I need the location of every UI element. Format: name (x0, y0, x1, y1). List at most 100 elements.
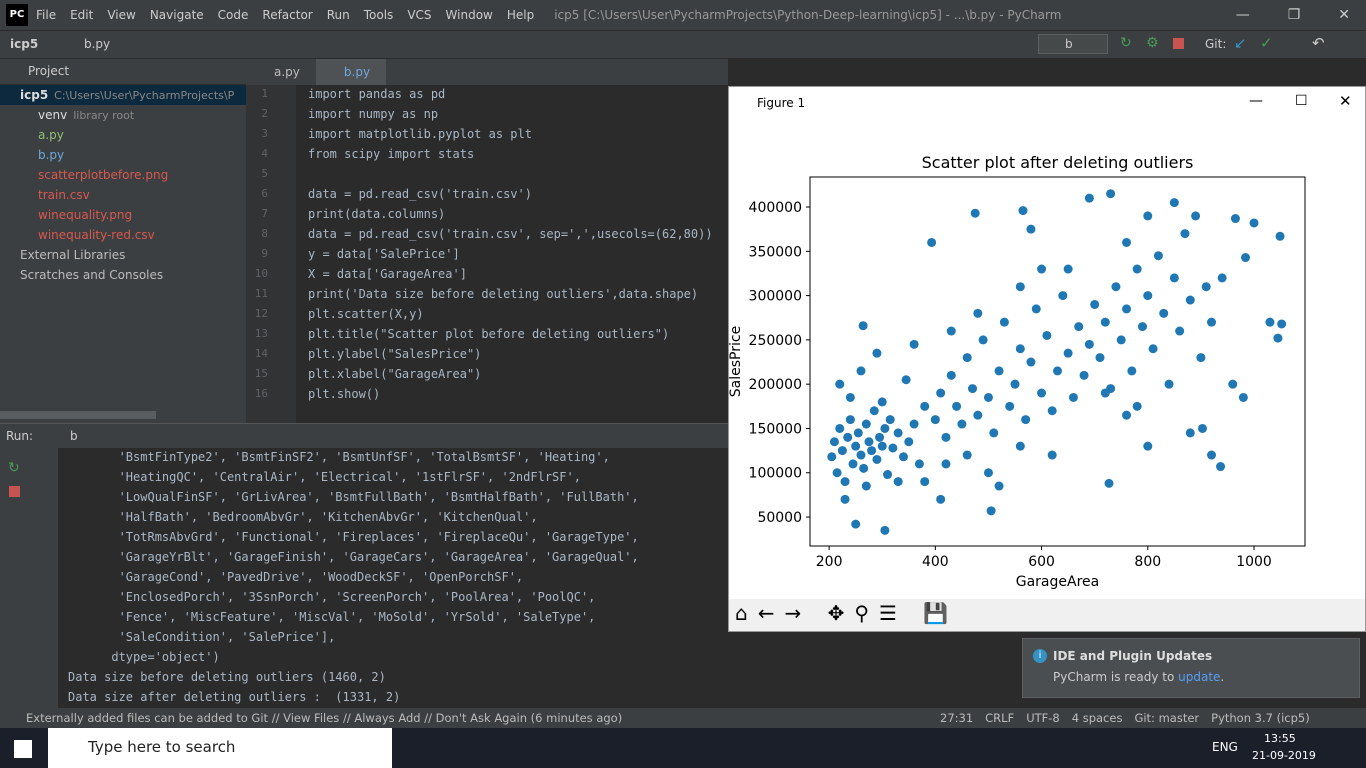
app-icon[interactable]: PC (6, 4, 28, 26)
scatter-point (1074, 322, 1084, 332)
line-number: 1 (261, 87, 268, 100)
language[interactable]: ENG (1212, 740, 1238, 754)
scatter-point (914, 459, 924, 469)
minimize[interactable]: — (1249, 93, 1263, 109)
start-button[interactable] (14, 740, 32, 758)
figure-window: Figure 1 — ☐ ✕ Scatter plot after deleti… (728, 86, 1366, 632)
scatter-point (885, 415, 895, 425)
menu-item[interactable]: Window (445, 8, 493, 22)
status-item[interactable]: CRLF (985, 711, 1015, 725)
scatter-point (1148, 344, 1158, 354)
menu-item[interactable]: Help (506, 8, 535, 22)
scatter-point (973, 308, 983, 318)
scatter-point (1063, 348, 1073, 358)
status-item[interactable]: Python 3.7 (icp5) (1211, 711, 1310, 725)
run-button[interactable]: ↻ (1120, 35, 1132, 51)
menu-item[interactable]: Run (326, 8, 350, 22)
maximize[interactable]: ❐ (1287, 7, 1301, 23)
stop-button[interactable] (9, 486, 20, 497)
menu-item[interactable]: View (107, 8, 136, 22)
git-revert[interactable]: ↶ (1312, 34, 1325, 52)
tree-row[interactable]: venv library root (0, 105, 246, 125)
close[interactable]: ✕ (1339, 92, 1352, 110)
status-item[interactable]: Git: master (1134, 711, 1200, 725)
tree-label[interactable]: External Libraries (20, 248, 126, 262)
tree-row[interactable]: winequality.png (0, 205, 246, 225)
tree-row[interactable]: External Libraries (0, 245, 246, 265)
line-number: 2 (261, 107, 268, 120)
scatter-point (1143, 211, 1153, 221)
menu-item[interactable]: Refactor (262, 8, 313, 22)
menu-item[interactable]: Navigate (149, 8, 204, 22)
close[interactable]: ✕ (1338, 7, 1350, 23)
scatter-point (941, 459, 951, 469)
editor-tab[interactable]: a.py (274, 65, 300, 79)
tree-label[interactable]: winequality.png (38, 208, 133, 222)
menu-item[interactable]: Code (217, 8, 249, 22)
panel-title[interactable]: Project (0, 59, 246, 85)
notification-link[interactable]: update (1178, 670, 1221, 684)
line-number: 15 (254, 367, 268, 380)
menu-item[interactable]: Tools (363, 8, 394, 22)
scatter-point (1137, 322, 1147, 332)
breadcrumb-file[interactable]: b.py (84, 37, 111, 51)
git-commit[interactable]: ✓ (1260, 34, 1273, 52)
tree-row[interactable]: train.csv (0, 185, 246, 205)
scatter-point (851, 519, 861, 529)
scatter-point (994, 366, 1004, 376)
tree-label[interactable]: icp5 (20, 88, 49, 102)
console-line: 'BsmtFinType2', 'BsmtFinSF2', 'BsmtUnfSF… (68, 450, 610, 464)
tree-label[interactable]: winequality-red.csv (38, 228, 155, 242)
scatter-point (1185, 428, 1195, 438)
x-tick-label: 800 (1134, 554, 1161, 570)
debug-button[interactable]: ⚙ (1146, 35, 1159, 51)
clock-date[interactable]: 21-09-2019 (1252, 749, 1316, 762)
scatter-point (1047, 406, 1057, 416)
run-config[interactable]: b (1038, 34, 1108, 54)
tree-row[interactable]: b.py (0, 145, 246, 165)
menu-item[interactable]: VCS (407, 8, 432, 22)
code-line: data = pd.read_csv('train.csv', sep=',',… (308, 227, 713, 241)
status-item[interactable]: 27:31 (940, 711, 974, 725)
tree-row[interactable]: icp5 C:\Users\User\PycharmProjects\P (0, 85, 246, 105)
scatter-point (837, 446, 847, 456)
scatter-point (1122, 304, 1132, 314)
tree-label[interactable]: a.py (38, 128, 64, 142)
figure-toolbar: ⌂←→ ✥⚲☰ 💾 (729, 599, 1365, 631)
tree-label[interactable]: Scratches and Consoles (20, 268, 164, 282)
tree-row[interactable]: a.py (0, 125, 246, 145)
tree-label[interactable]: venv (38, 108, 68, 122)
scatter-point (1090, 299, 1100, 309)
scatter-point (941, 432, 951, 442)
scatter-point (1228, 379, 1238, 389)
plot-frame (809, 176, 1306, 547)
tree-label[interactable]: scatterplotbefore.png (38, 168, 169, 182)
stop-button[interactable] (1173, 38, 1184, 49)
status-item[interactable]: 4 spaces (1071, 711, 1123, 725)
git-update[interactable]: ↙ (1234, 34, 1247, 52)
editor-tab[interactable]: b.py (315, 59, 387, 85)
tree-row[interactable]: Scratches and Consoles (0, 265, 246, 285)
tree-row[interactable]: scatterplotbefore.png (0, 165, 246, 185)
tree-label[interactable]: train.csv (38, 188, 90, 202)
run-tab[interactable]: b (70, 429, 78, 443)
maximize[interactable]: ☐ (1295, 93, 1308, 109)
scatter-point (909, 339, 919, 349)
breadcrumb-project[interactable]: icp5 (10, 37, 39, 51)
clock-time[interactable]: 13:55 (1264, 732, 1296, 745)
code-line: X = data['GarageArea'] (308, 267, 467, 281)
status-item[interactable]: UTF-8 (1026, 711, 1060, 725)
rerun-button[interactable]: ↻ (8, 460, 20, 476)
scatter-point (946, 370, 956, 380)
minimize[interactable]: — (1235, 7, 1250, 23)
search-box[interactable]: Type here to search (48, 728, 392, 768)
tree-row[interactable]: winequality-red.csv (0, 225, 246, 245)
menu-item[interactable]: File (36, 8, 57, 22)
scatter-point (1037, 388, 1047, 398)
y-tick-label: 400000 (749, 200, 802, 216)
scatter-point (835, 379, 845, 389)
tree-label[interactable]: b.py (38, 148, 65, 162)
menu-item[interactable]: Edit (70, 8, 94, 22)
scrollbar[interactable] (0, 411, 156, 419)
figure-title: Figure 1 (757, 96, 806, 110)
